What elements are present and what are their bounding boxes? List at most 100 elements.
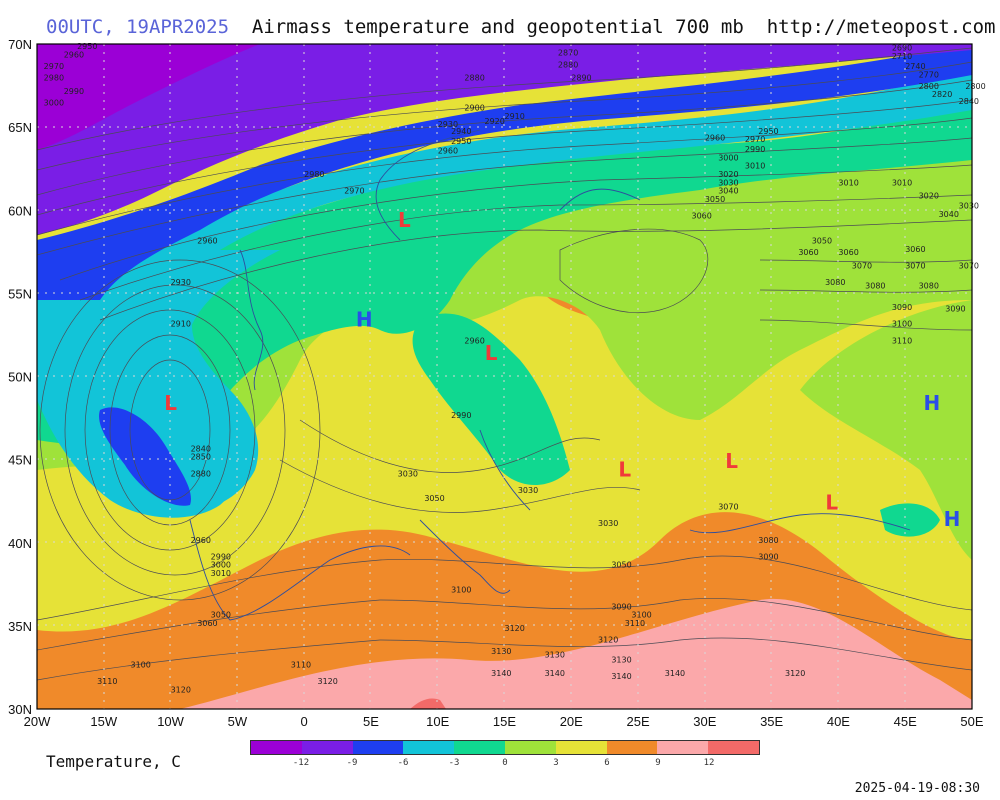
contour-label: 3100 xyxy=(451,586,471,595)
contour-label: 2710 xyxy=(892,52,912,61)
contour-label: 3130 xyxy=(491,647,511,656)
contour-label: 3010 xyxy=(211,569,231,578)
lon-label: 15E xyxy=(493,714,516,729)
contour-label: 3050 xyxy=(424,494,444,503)
contour-label: 3050 xyxy=(611,561,631,570)
contour-label: 2880 xyxy=(191,469,211,478)
lat-label: 60N xyxy=(8,203,32,218)
timestamp: 2025-04-19-08:30 xyxy=(854,781,980,796)
colorbar-swatch xyxy=(708,741,759,754)
contour-label: 3110 xyxy=(97,677,117,686)
lat-label: 55N xyxy=(8,286,32,301)
lat-label: 65N xyxy=(8,120,32,135)
colorbar-tick: 0 xyxy=(502,758,508,768)
lon-label: 25E xyxy=(627,714,650,729)
colorbar-tick: -3 xyxy=(448,758,460,768)
contour-label: 3120 xyxy=(505,624,525,633)
colorbar-swatch xyxy=(251,741,302,754)
high-pressure-marker: H xyxy=(924,391,941,415)
contour-label: 2960 xyxy=(191,536,211,545)
lon-label: 20W xyxy=(24,714,51,729)
lon-label: 10E xyxy=(426,714,449,729)
colorbar-tick: -9 xyxy=(346,758,358,768)
lon-label: 15W xyxy=(90,714,117,729)
contour-label: 3000 xyxy=(211,561,231,570)
contour-label: 3040 xyxy=(718,187,738,196)
contour-label: 2960 xyxy=(64,50,84,59)
contour-label: 3120 xyxy=(598,636,618,645)
lat-label: 45N xyxy=(8,453,32,468)
lon-label: 30E xyxy=(693,714,716,729)
contour-label: 3090 xyxy=(611,602,631,611)
contour-label: 2950 xyxy=(451,137,471,146)
contour-label: 3000 xyxy=(44,99,64,108)
lon-label: 35E xyxy=(760,714,783,729)
low-pressure-marker: L xyxy=(825,491,838,515)
contour-label: 3060 xyxy=(692,212,712,221)
lat-label: 30N xyxy=(8,702,32,717)
pressure-centers: L L L L L L H H H xyxy=(164,208,960,531)
coastlines xyxy=(189,129,911,621)
contour-label: 3030 xyxy=(518,486,538,495)
title-url: http://meteopost.com xyxy=(766,16,996,38)
contour-label: 2800 xyxy=(919,82,939,91)
contour-label: 3080 xyxy=(825,278,845,287)
lat-label: 40N xyxy=(8,536,32,551)
contour-label: 2960 xyxy=(705,133,725,142)
lon-label: 50E xyxy=(960,714,983,729)
contour-labels: 2950296029702980299030002880290029102920… xyxy=(44,42,986,694)
contour-label: 2990 xyxy=(211,552,231,561)
lon-label: 45E xyxy=(894,714,917,729)
contour-label: 3060 xyxy=(905,245,925,254)
contour-label: 2890 xyxy=(571,74,591,83)
lon-label: 40E xyxy=(827,714,850,729)
contour-label: 2840 xyxy=(959,97,979,106)
contour-label: 3120 xyxy=(785,669,805,678)
colorbar-tick: 3 xyxy=(553,758,559,768)
colorbar-swatch xyxy=(555,741,607,754)
contour-label: 3130 xyxy=(545,650,565,659)
contour-label: 3080 xyxy=(865,281,885,290)
contour-label: 3140 xyxy=(611,672,631,681)
contour-label: 2960 xyxy=(464,336,484,345)
map-title: 00UTC, 19APR2025 Airmass temperature and… xyxy=(46,16,995,38)
contour-label: 3140 xyxy=(545,669,565,678)
colorbar-swatch xyxy=(606,741,658,754)
contour-label: 2770 xyxy=(919,70,939,79)
contour-label: 2970 xyxy=(344,187,364,196)
contour-label: 3040 xyxy=(939,210,959,219)
lat-label: 35N xyxy=(8,619,32,634)
longitude-labels: 20W 15W 10W 5W 0 5E 10E 15E 20E 25E 30E 35E 40E 45E 50… xyxy=(24,714,984,729)
contour-label: 2930 xyxy=(438,120,458,129)
low-pressure-marker: L xyxy=(618,457,631,481)
latitude-labels: 70N 65N 60N 55N 50N 45N 40N 35N 30N xyxy=(8,37,32,717)
contour-label: 2980 xyxy=(44,74,64,83)
contour-label: 3010 xyxy=(892,178,912,187)
contour-label: 3110 xyxy=(892,336,912,345)
contour-label: 3050 xyxy=(812,237,832,246)
contour-label: 2970 xyxy=(44,62,64,71)
colorbar-swatch xyxy=(352,741,404,754)
colorbar-tick: 9 xyxy=(655,758,661,768)
contour-label: 2960 xyxy=(438,147,458,156)
contour-label: 2820 xyxy=(932,90,952,99)
contour-label: 3060 xyxy=(798,248,818,257)
low-pressure-marker: L xyxy=(398,208,411,232)
contour-label: 3110 xyxy=(291,660,311,669)
contour-label: 2900 xyxy=(464,104,484,113)
lat-label: 70N xyxy=(8,37,32,52)
low-pressure-marker: L xyxy=(164,391,177,415)
contour-label: 2880 xyxy=(464,74,484,83)
colorbar-tick: -12 xyxy=(292,758,310,768)
lon-label: 5E xyxy=(363,714,379,729)
contour-label: 3020 xyxy=(718,170,738,179)
contour-label: 3070 xyxy=(905,261,925,270)
title-time: 00UTC, 19APR2025 xyxy=(46,16,230,38)
contour-label: 3030 xyxy=(398,469,418,478)
colorbar-swatch xyxy=(454,741,505,754)
high-pressure-marker: H xyxy=(356,308,373,332)
contour-label: 3100 xyxy=(131,660,151,669)
colorbar-swatch xyxy=(403,741,455,754)
contour-label: 3090 xyxy=(892,303,912,312)
title-text: Airmass temperature and geopotential 700… xyxy=(251,16,744,38)
